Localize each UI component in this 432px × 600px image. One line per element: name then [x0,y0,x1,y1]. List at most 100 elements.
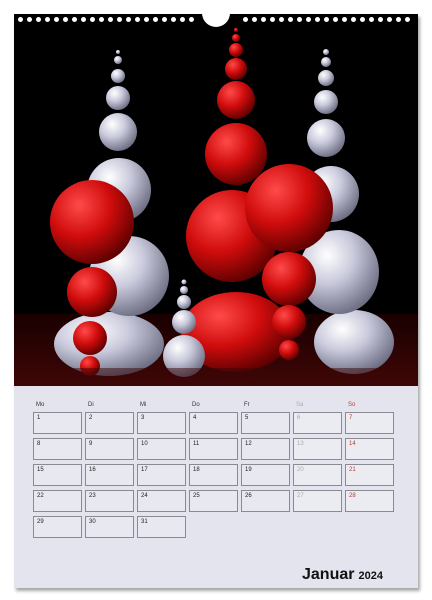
day-cell[interactable]: 14 [345,438,394,460]
weekday-header: Di [88,402,94,408]
artwork-image [14,14,418,386]
binding-hole [324,17,329,22]
day-cell[interactable]: 15 [33,464,82,486]
day-cell[interactable]: 7 [345,412,394,434]
binding-hole [297,17,302,22]
day-cell[interactable]: 11 [189,438,238,460]
day-cell[interactable]: 6 [293,412,342,434]
weekday-header: Mo [36,402,45,408]
binding-hole [108,17,113,22]
day-number: 29 [37,519,44,525]
day-cell[interactable]: 5 [241,412,290,434]
binding-hole [396,17,401,22]
binding-hole [279,17,284,22]
spheres-illustration [14,14,418,386]
binding-hole [180,17,185,22]
day-number: 1 [37,415,41,421]
calendar-page: Mo Di Mi Do Fr Sa So 1 2 3 4 5 6 7 8 9 10 11 12 13 14 15 16 17 1… [14,5,418,588]
binding-hole [369,17,374,22]
binding-hole [351,17,356,22]
day-cell[interactable]: 2 [85,412,134,434]
day-number: 19 [245,467,252,473]
day-number: 10 [141,441,148,447]
binding-hole [252,17,257,22]
binding-hole [63,17,68,22]
day-cell[interactable]: 27 [293,490,342,512]
binding-hole [270,17,275,22]
day-cell[interactable]: 17 [137,464,186,486]
day-number: 15 [37,467,44,473]
day-cell[interactable]: 13 [293,438,342,460]
day-number: 24 [141,493,148,499]
day-number: 27 [297,493,304,499]
binding-hole [261,17,266,22]
binding-hole [342,17,347,22]
binding-hole [405,17,410,22]
binding-hole [117,17,122,22]
binding-hole [45,17,50,22]
binding-hole [162,17,167,22]
day-cell[interactable]: 29 [33,516,82,538]
day-cell[interactable]: 8 [33,438,82,460]
day-number: 8 [37,441,41,447]
day-cell[interactable]: 4 [189,412,238,434]
day-number: 12 [245,441,252,447]
day-cell[interactable]: 21 [345,464,394,486]
year: 2024 [358,570,383,582]
binding-hole [387,17,392,22]
day-number: 25 [193,493,200,499]
day-cell[interactable]: 25 [189,490,238,512]
binding-hole [36,17,41,22]
day-number: 14 [349,441,356,447]
day-cell[interactable]: 10 [137,438,186,460]
day-number: 18 [193,467,200,473]
binding-hole [288,17,293,22]
day-cell[interactable]: 26 [241,490,290,512]
day-cell[interactable]: 18 [189,464,238,486]
day-number: 5 [245,415,249,421]
day-cell[interactable]: 28 [345,490,394,512]
day-number: 26 [245,493,252,499]
spiral-binding [14,5,418,28]
day-number: 16 [89,467,96,473]
day-cell[interactable]: 19 [241,464,290,486]
day-cell[interactable]: 1 [33,412,82,434]
hanger-notch [202,5,230,27]
day-cell[interactable]: 30 [85,516,134,538]
binding-hole [18,17,23,22]
day-number: 30 [89,519,96,525]
binding-hole [135,17,140,22]
day-number: 31 [141,519,148,525]
binding-hole [360,17,365,22]
day-number: 7 [349,415,353,421]
binding-hole [81,17,86,22]
day-cell[interactable]: 12 [241,438,290,460]
day-number: 3 [141,415,145,421]
weekday-header: So [348,402,356,408]
weekday-header: Sa [296,402,304,408]
day-cell[interactable]: 16 [85,464,134,486]
day-number: 21 [349,467,356,473]
day-cell[interactable]: 22 [33,490,82,512]
binding-hole [315,17,320,22]
day-cell[interactable]: 23 [85,490,134,512]
binding-hole [189,17,194,22]
month-name: Januar [302,566,355,583]
weekday-header: Mi [140,402,147,408]
day-cell[interactable]: 3 [137,412,186,434]
binding-hole [243,17,248,22]
day-number: 4 [193,415,197,421]
day-number: 2 [89,415,93,421]
binding-hole [144,17,149,22]
day-cell[interactable]: 31 [137,516,186,538]
day-cell[interactable]: 20 [293,464,342,486]
day-number: 28 [349,493,356,499]
day-number: 20 [297,467,304,473]
binding-hole [171,17,176,22]
binding-hole [378,17,383,22]
day-number: 22 [37,493,44,499]
day-cell[interactable]: 24 [137,490,186,512]
day-cell[interactable]: 9 [85,438,134,460]
binding-hole [99,17,104,22]
weekday-header: Do [192,402,200,408]
